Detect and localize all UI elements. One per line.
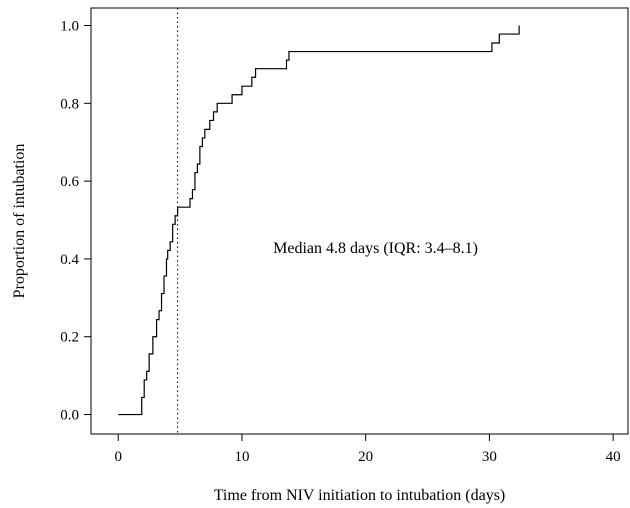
- x-tick-label: 40: [606, 449, 621, 465]
- x-tick-label: 10: [234, 449, 249, 465]
- y-tick-label: 0.0: [60, 408, 79, 424]
- x-axis-ticks: 0 10 20 30 40: [114, 434, 621, 465]
- y-tick-label: 0.4: [60, 252, 79, 268]
- x-tick-label: 20: [358, 449, 373, 465]
- x-tick-label: 30: [482, 449, 497, 465]
- plot-frame: [90, 7, 629, 435]
- y-axis-ticks: 0.0 0.2 0.4 0.6 0.8 1.0: [60, 19, 91, 424]
- plot-border: [90, 7, 629, 435]
- y-axis-label: Proportion of intubation: [11, 144, 28, 299]
- x-tick-label: 0: [114, 449, 122, 465]
- median-annotation: Median 4.8 days (IQR: 3.4–8.1): [273, 240, 478, 257]
- y-tick-label: 0.2: [60, 330, 79, 346]
- series-layer: [118, 8, 520, 434]
- cumulative-intubation-step-line: [118, 25, 520, 416]
- x-axis-label: Time from NIV initiation to intubation (…: [214, 487, 506, 504]
- y-tick-label: 0.6: [60, 174, 79, 190]
- y-tick-label: 1.0: [60, 19, 79, 35]
- y-tick-label: 0.8: [60, 96, 79, 112]
